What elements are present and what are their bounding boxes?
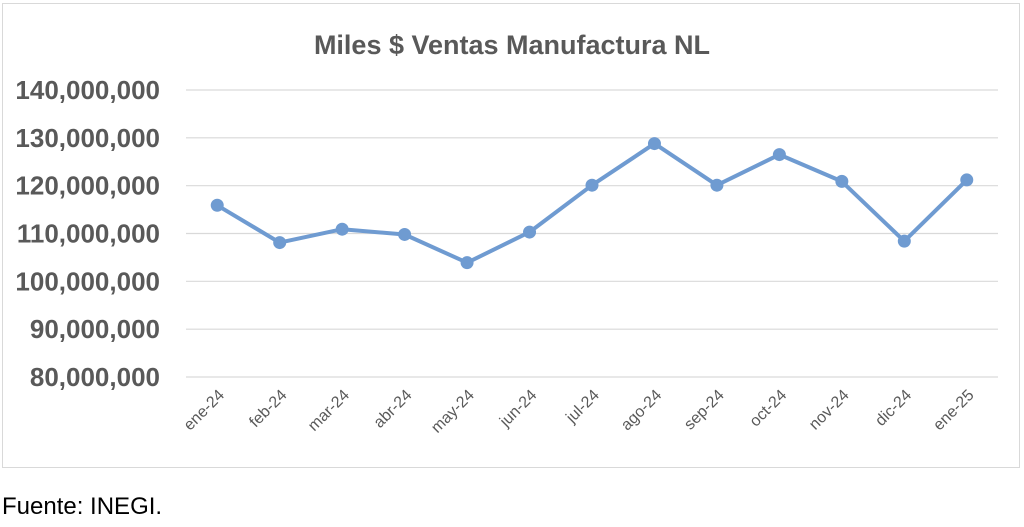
series-line [215, 141, 969, 265]
data-point [897, 234, 911, 248]
y-tick-label: 80,000,000 [30, 362, 160, 392]
x-tick-label: ene-25 [930, 387, 977, 434]
data-point [647, 137, 661, 151]
x-tick-label: feb-24 [246, 387, 290, 431]
x-tick-label: may-24 [428, 387, 478, 437]
source-note: Fuente: INEGI. [2, 493, 163, 520]
x-tick-label: sep-24 [681, 387, 728, 434]
chart-container: Miles $ Ventas Manufactura NL 140,000,000… [2, 3, 1020, 468]
data-point [335, 222, 349, 236]
x-tick-label: nov-24 [806, 387, 853, 434]
chart-title: Miles $ Ventas Manufactura NL [314, 30, 710, 60]
x-tick-label: dic-24 [872, 387, 915, 430]
y-tick-label: 90,000,000 [30, 314, 160, 344]
data-point [772, 148, 786, 162]
x-tick-label: jul-24 [562, 387, 602, 427]
x-tick-label: abr-24 [371, 387, 416, 432]
data-point [398, 227, 412, 241]
y-tick-label: 110,000,000 [17, 219, 160, 249]
data-point [710, 178, 724, 192]
data-point [835, 174, 849, 188]
x-tick-label: mar-24 [305, 387, 353, 435]
data-point [523, 225, 537, 239]
data-point [585, 178, 599, 192]
x-tick-label: oct-24 [747, 387, 791, 431]
line-chart: Miles $ Ventas Manufactura NL 140,000,000… [15, 30, 998, 437]
y-tick-label: 120,000,000 [15, 171, 160, 201]
x-tick-label: ago-24 [618, 387, 665, 434]
data-point [210, 198, 224, 212]
y-tick-label: 140,000,000 [15, 75, 160, 105]
y-tick-label: 100,000,000 [15, 266, 160, 296]
x-tick-label: ene-24 [181, 387, 228, 434]
x-tick-label: jun-24 [496, 387, 540, 431]
y-tick-label: 130,000,000 [15, 123, 160, 153]
data-point [960, 173, 974, 187]
data-point [273, 236, 287, 250]
data-point [460, 256, 474, 270]
